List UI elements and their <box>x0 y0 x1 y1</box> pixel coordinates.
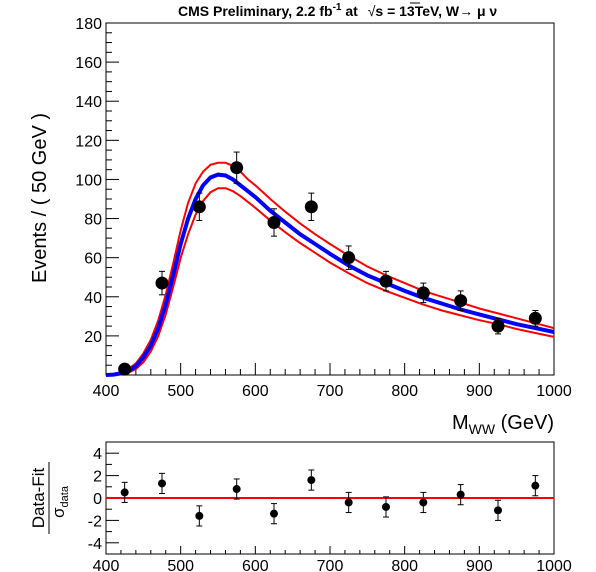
res-x-tick-label: 700 <box>317 558 344 572</box>
res-x-tick-label: 800 <box>391 558 418 572</box>
x-axis-title-main: M <box>452 412 469 434</box>
residual-point <box>270 504 278 524</box>
res-y-tick-label: -2 <box>88 513 102 530</box>
res-y-tick-label: 4 <box>93 446 102 463</box>
data-marker <box>454 294 467 307</box>
residual-point <box>345 492 353 512</box>
x-tick-label: 900 <box>466 383 493 400</box>
residual-point <box>233 479 241 499</box>
residual-marker <box>382 503 390 511</box>
y-tick-label: 100 <box>75 172 102 189</box>
y-tick-label: 80 <box>84 212 102 229</box>
data-marker <box>529 312 542 325</box>
data-point <box>268 209 281 236</box>
data-marker <box>342 251 355 264</box>
res-x-tick-label: 900 <box>466 558 493 572</box>
fit-line <box>106 175 554 375</box>
residual-marker <box>233 485 241 493</box>
y-tick-label: 180 <box>75 16 102 33</box>
residual-point <box>457 485 465 505</box>
data-marker <box>193 200 206 213</box>
x-axis-title: MWW (GeV) <box>452 412 554 437</box>
chart-title: CMS Preliminary, 2.2 fb-1 at √s = 13TeV,… <box>178 2 497 19</box>
y-tick-label: 140 <box>75 94 102 111</box>
res-x-tick-label: 500 <box>167 558 194 572</box>
data-marker <box>417 286 430 299</box>
residual-point <box>195 506 203 526</box>
residual-marker <box>457 491 465 499</box>
residual-y-title-main: Data-Fit <box>29 468 48 529</box>
y-tick-label: 160 <box>75 55 102 72</box>
fit-curve <box>106 175 554 375</box>
y-tick-label: 20 <box>84 329 102 346</box>
res-y-tick-label: 2 <box>93 469 102 486</box>
residual-marker <box>121 488 129 496</box>
x-axis-title-rest: (GeV) <box>495 412 554 434</box>
residual-marker <box>270 510 278 518</box>
residual-y-title-denom: σdata <box>49 485 71 518</box>
y-tick-label: 60 <box>84 251 102 268</box>
residual-y-title: Data-Fit σdata <box>29 462 71 534</box>
residual-marker <box>307 476 315 484</box>
y-tick-label: 120 <box>75 133 102 150</box>
y-axis-title: Events / ( 50 GeV ) <box>29 113 51 283</box>
x-tick-label: 1000 <box>536 383 572 400</box>
residual-point <box>307 470 315 490</box>
x-tick-label: 600 <box>242 383 269 400</box>
data-point <box>118 363 131 376</box>
residual-marker <box>419 498 427 506</box>
x-tick-label: 800 <box>391 383 418 400</box>
residual-point <box>419 492 427 512</box>
residual-y-title-sub: data <box>59 485 71 507</box>
res-y-tick-label: -4 <box>88 536 102 553</box>
res-y-tick-label: 0 <box>93 491 102 508</box>
residual-marker <box>158 479 166 487</box>
x-tick-label: 700 <box>317 383 344 400</box>
data-marker <box>230 161 243 174</box>
residual-marker <box>345 498 353 506</box>
res-x-tick-label: 400 <box>93 558 120 572</box>
x-tick-label: 500 <box>167 383 194 400</box>
residual-point <box>158 473 166 493</box>
x-axis-title-sub: WW <box>469 421 496 437</box>
residual-point <box>531 476 539 496</box>
residual-y-title-sigma: σ <box>49 507 68 518</box>
data-marker <box>305 200 318 213</box>
y-tick-label: 40 <box>84 290 102 307</box>
data-marker <box>268 216 281 229</box>
residual-marker <box>531 482 539 490</box>
residual-point <box>121 482 129 502</box>
title-energy: s = 13TeV, W→ μ ν <box>375 3 497 19</box>
data-points <box>118 152 542 376</box>
res-x-tick-label: 1000 <box>536 558 572 572</box>
residual-point <box>382 497 390 517</box>
title-prefix: CMS Preliminary, 2.2 fb <box>178 3 333 19</box>
x-tick-label: 400 <box>93 383 120 400</box>
title-mid: at <box>341 3 361 19</box>
residual-marker <box>494 506 502 514</box>
data-marker <box>380 275 393 288</box>
data-marker <box>118 363 131 376</box>
residual-marker <box>195 512 203 520</box>
data-marker <box>492 320 505 333</box>
data-marker <box>156 277 169 290</box>
data-point <box>305 193 318 220</box>
residual-point <box>494 500 502 520</box>
res-x-tick-label: 600 <box>242 558 269 572</box>
